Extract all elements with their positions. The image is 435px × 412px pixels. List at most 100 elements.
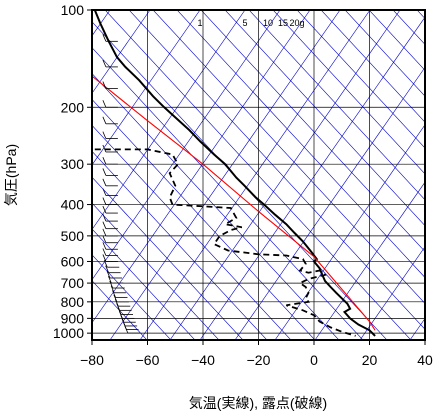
mixing-ratio-line	[359, 246, 425, 340]
mixing-ratio-lines	[92, 10, 425, 340]
dry-adiabat-line	[320, 10, 425, 123]
dry-adiabat-line	[92, 73, 340, 340]
mixing-ratio-line	[199, 16, 425, 340]
wind-barb-feather	[102, 100, 107, 108]
mixing-ratio-line	[92, 10, 311, 324]
wind-barb-feather	[102, 168, 107, 176]
wind-barb-feather	[105, 265, 109, 273]
dry-adiabat-line	[200, 10, 425, 253]
mixing-ratio-line	[92, 10, 246, 231]
y-tick-label: 300	[61, 156, 85, 172]
mixing-ratio-line	[274, 124, 425, 340]
mixing-ratio-labels: 1 5 10 15 20g	[197, 18, 304, 28]
wind-barb-feather	[102, 131, 107, 139]
wind-barb-feather	[102, 242, 107, 250]
x-axis-ticks: −80 −60 −40 −20 0 20 40	[80, 340, 433, 368]
x-tick-label: 40	[417, 352, 433, 368]
y-axis-title: 気圧(hPa)	[3, 144, 19, 206]
wind-barb-feather	[110, 285, 115, 293]
wind-barb-feather	[102, 254, 107, 262]
wind-barb-feather	[102, 221, 107, 229]
mixing-ratio-line	[139, 10, 371, 340]
dry-adiabat-line	[128, 10, 425, 330]
y-tick-label: 400	[61, 197, 85, 213]
x-tick-label: −80	[80, 352, 104, 368]
wind-barb-feather	[102, 248, 107, 256]
dry-adiabat-line	[224, 10, 425, 227]
wind-barb-feather	[102, 34, 107, 42]
sounding-series	[92, 10, 376, 337]
x-tick-label: −20	[247, 352, 271, 368]
mixing-ratio-line	[92, 10, 151, 94]
wind-barb-feather	[102, 157, 107, 165]
mixing-ratio-line	[92, 10, 281, 281]
dry-adiabat-lines	[92, 10, 425, 340]
wind-barb-feather	[102, 235, 107, 243]
dry-adiabat-line	[92, 280, 148, 340]
wind-barb-feather	[102, 197, 107, 205]
wind-barb-feather	[106, 270, 111, 279]
wind-barb-feather	[102, 178, 107, 186]
dry-adiabat-line	[92, 124, 292, 340]
wind-barb-feather	[102, 116, 107, 124]
mixing-ratio-line	[234, 66, 425, 340]
wind-barb-feather	[124, 325, 129, 334]
temperature-line	[93, 10, 376, 337]
parcel-line	[92, 75, 376, 331]
mixing-ratio-line	[109, 10, 341, 340]
wind-barb-feather	[102, 59, 107, 68]
x-tick-label: 20	[362, 352, 378, 368]
mixing-ratio-line	[314, 181, 425, 340]
wind-barbs	[102, 10, 140, 334]
dry-adiabat-line	[392, 10, 425, 45]
dry-adiabat-line	[92, 228, 196, 340]
y-tick-label: 800	[61, 294, 85, 310]
wind-barb-feather	[112, 290, 116, 298]
wind-barb-feather	[102, 81, 107, 89]
y-tick-label: 900	[61, 310, 85, 326]
mixing-ratio-line	[92, 10, 201, 166]
y-tick-label: 100	[61, 2, 85, 18]
mixing-ratio-label: 1	[197, 18, 202, 28]
mixing-ratio-line	[169, 10, 401, 340]
dry-adiabat-line	[152, 10, 425, 304]
y-tick-label: 1000	[53, 325, 84, 341]
dry-adiabat-line	[104, 10, 412, 340]
wind-barb-feather	[108, 275, 112, 284]
dry-adiabat-line	[92, 150, 268, 340]
dry-adiabat-line	[296, 10, 425, 149]
wind-barb-feather	[113, 294, 118, 302]
wind-barb-feather	[109, 280, 114, 289]
wind-barb-feather	[102, 188, 107, 196]
dry-adiabat-line	[272, 10, 425, 175]
wind-barb-feather	[102, 205, 107, 214]
x-tick-label: −40	[191, 352, 215, 368]
y-tick-label: 500	[61, 228, 85, 244]
y-tick-label: 200	[61, 99, 85, 115]
x-axis-title: 気温(実線), 露点(破線)	[189, 395, 327, 411]
mixing-ratio-label: 10	[263, 18, 273, 28]
x-tick-label: −60	[136, 352, 160, 368]
y-tick-label: 700	[61, 275, 85, 291]
wind-barb-feather	[102, 144, 107, 153]
mixing-ratio-label: 15	[278, 18, 288, 28]
dry-adiabat-line	[92, 99, 316, 340]
x-tick-label: 0	[310, 352, 318, 368]
wind-barb-feather	[102, 228, 107, 237]
dry-adiabat-line	[92, 202, 220, 340]
dry-adiabat-line	[344, 10, 425, 97]
mixing-ratio-label: 5	[242, 18, 247, 28]
dry-adiabat-line	[248, 10, 425, 201]
mixing-ratio-label: 20g	[289, 18, 304, 28]
y-tick-label: 600	[61, 253, 85, 269]
dry-adiabat-line	[92, 47, 364, 340]
dry-adiabat-line	[92, 176, 244, 340]
dry-adiabat-line	[92, 254, 172, 340]
dry-adiabat-line	[368, 10, 425, 71]
grid-lines	[92, 10, 425, 340]
dewpoint-line	[94, 148, 356, 337]
wind-barb-feather	[102, 213, 107, 222]
